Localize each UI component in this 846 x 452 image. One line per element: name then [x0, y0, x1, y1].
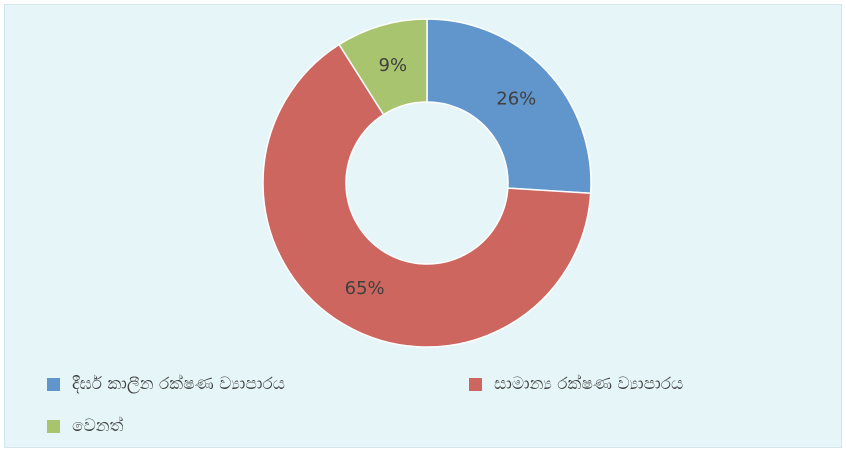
donut-slice-other	[338, 18, 428, 116]
donut-slice-long-term-insurance	[426, 18, 592, 195]
legend-swatch-general-insurance	[469, 377, 482, 391]
legend-label-other: වෙනත්	[72, 416, 124, 436]
donut-chart: 26% 65% 9%	[262, 18, 592, 348]
data-label-other: 9%	[379, 55, 408, 76]
data-label-long-term-insurance: 26%	[496, 89, 536, 110]
legend-swatch-long-term-insurance	[47, 377, 60, 391]
chart-frame: 26% 65% 9% දීර්ඝ කාලීන රක්ෂණ ව්‍යාපාරය සාම…	[4, 4, 842, 448]
legend-item-other: වෙනත්	[47, 416, 123, 436]
legend-item-general-insurance: සාමාන්‍ය රක්ෂණ ව්‍යාපාරය	[469, 374, 683, 394]
legend-label-general-insurance: සාමාන්‍ය රක්ෂණ ව්‍යාපාරය	[494, 374, 684, 394]
legend-item-long-term-insurance: දීර්ඝ කාලීන රක්ෂණ ව්‍යාපාරය	[47, 374, 285, 394]
legend-label-long-term-insurance: දීර්ඝ කාලීන රක්ෂණ ව්‍යාපාරය	[72, 374, 285, 394]
legend-swatch-other	[47, 419, 60, 433]
data-label-general-insurance: 65%	[345, 278, 385, 299]
donut-slice-general-insurance	[262, 43, 592, 348]
